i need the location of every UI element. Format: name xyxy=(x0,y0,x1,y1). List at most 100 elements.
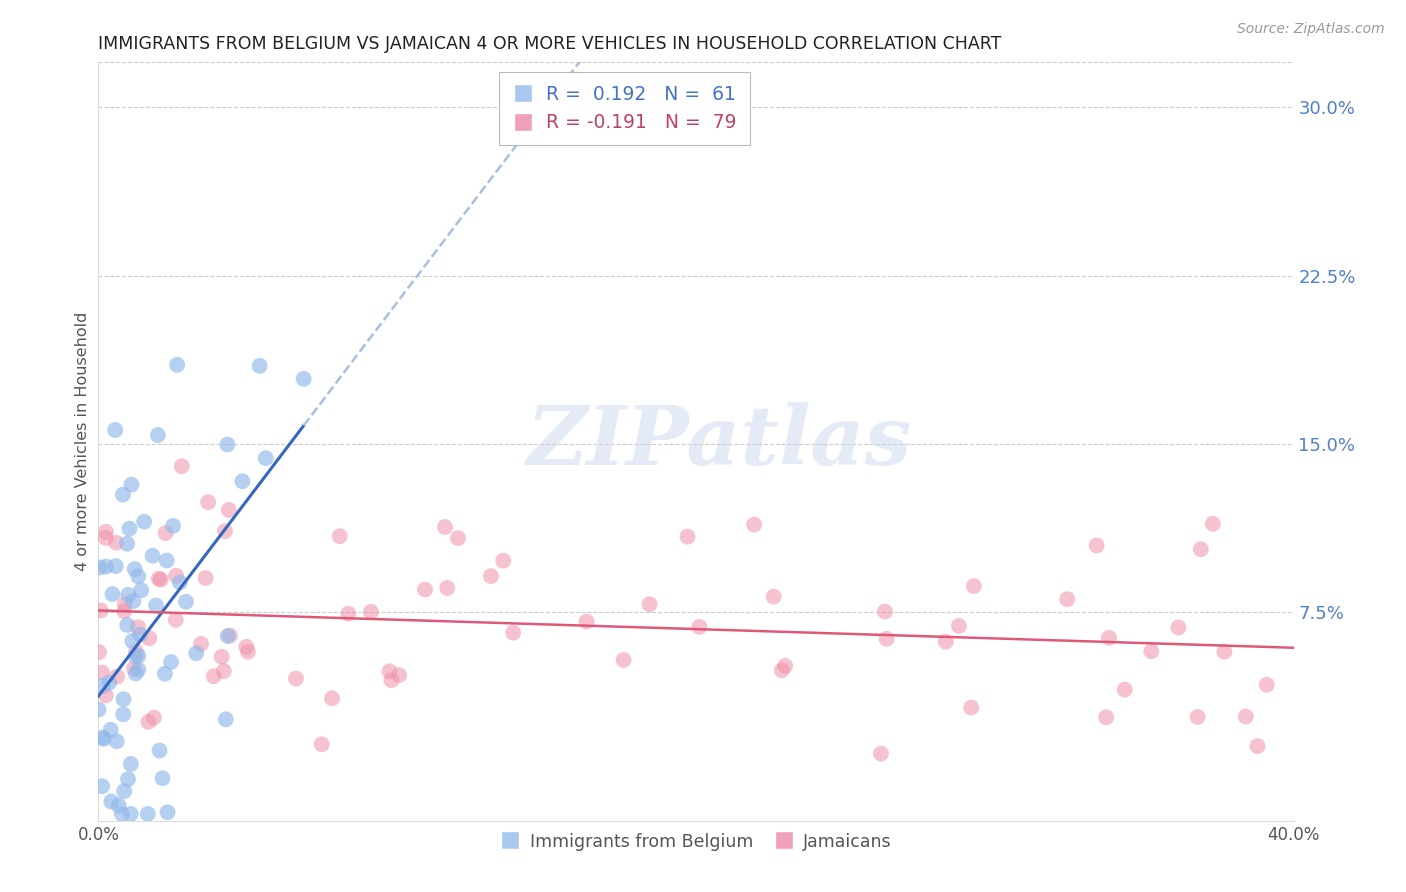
Point xyxy=(380,673,402,688)
Point xyxy=(388,668,411,682)
Point xyxy=(94,689,117,703)
Point xyxy=(873,605,896,619)
Point xyxy=(93,731,115,746)
Point xyxy=(254,451,277,466)
Point xyxy=(575,615,598,629)
Point xyxy=(148,743,170,757)
Point xyxy=(186,646,208,660)
Point xyxy=(120,756,142,771)
Point xyxy=(127,569,149,583)
Point xyxy=(156,805,179,820)
Point xyxy=(935,634,957,648)
Point xyxy=(231,474,253,488)
Point xyxy=(134,515,156,529)
Point xyxy=(146,428,169,442)
Point xyxy=(152,771,174,785)
Point xyxy=(117,588,139,602)
Point xyxy=(112,604,135,618)
Point xyxy=(613,653,636,667)
Point xyxy=(773,658,796,673)
Point xyxy=(114,597,136,611)
Point xyxy=(688,620,710,634)
Point xyxy=(174,595,197,609)
Point xyxy=(127,620,149,634)
Point xyxy=(337,607,360,621)
Point xyxy=(129,627,152,641)
Point xyxy=(1095,710,1118,724)
Point xyxy=(121,477,143,491)
Point xyxy=(960,700,983,714)
Point xyxy=(742,517,765,532)
Point xyxy=(1085,539,1108,553)
Point xyxy=(217,437,239,451)
Point xyxy=(120,806,142,821)
Point xyxy=(91,679,114,693)
Point xyxy=(125,666,148,681)
Point xyxy=(104,423,127,437)
Point xyxy=(249,359,271,373)
Point xyxy=(1202,516,1225,531)
Point xyxy=(329,529,352,543)
Point xyxy=(447,531,470,545)
Point xyxy=(948,619,970,633)
Point xyxy=(190,637,212,651)
Point xyxy=(1098,631,1121,645)
Point xyxy=(1187,710,1209,724)
Point xyxy=(87,645,110,659)
Point xyxy=(479,569,502,583)
Point xyxy=(413,582,436,597)
Point xyxy=(90,603,112,617)
Point xyxy=(94,524,117,539)
Point xyxy=(214,524,236,538)
Point xyxy=(115,537,138,551)
Point xyxy=(87,702,110,716)
Point xyxy=(105,734,128,748)
Point xyxy=(502,625,524,640)
Point xyxy=(136,806,159,821)
Point xyxy=(111,806,134,821)
Point xyxy=(219,629,242,643)
Point xyxy=(117,618,139,632)
Point xyxy=(963,579,986,593)
Legend: Immigrants from Belgium, Jamaicans: Immigrants from Belgium, Jamaicans xyxy=(494,826,898,857)
Point xyxy=(127,663,149,677)
Point xyxy=(104,559,127,574)
Point xyxy=(1140,644,1163,658)
Point xyxy=(1213,645,1236,659)
Point xyxy=(1167,620,1189,634)
Point xyxy=(1189,542,1212,557)
Point xyxy=(156,553,179,567)
Point xyxy=(142,711,165,725)
Point xyxy=(138,714,160,729)
Point xyxy=(125,645,148,659)
Point xyxy=(1246,739,1268,753)
Point xyxy=(876,632,898,646)
Point xyxy=(100,723,122,737)
Point xyxy=(122,661,145,675)
Point xyxy=(212,664,235,678)
Point xyxy=(149,573,172,587)
Point xyxy=(870,747,893,761)
Point xyxy=(112,692,135,706)
Point xyxy=(105,669,128,683)
Point xyxy=(215,712,238,726)
Point xyxy=(165,568,187,582)
Point xyxy=(122,594,145,608)
Point xyxy=(638,597,661,611)
Point xyxy=(160,655,183,669)
Point xyxy=(138,631,160,645)
Point xyxy=(436,581,458,595)
Point xyxy=(91,665,114,680)
Point xyxy=(311,737,333,751)
Point xyxy=(194,571,217,585)
Point xyxy=(129,583,152,598)
Point xyxy=(235,640,257,654)
Point xyxy=(492,554,515,568)
Point xyxy=(1056,592,1078,607)
Point xyxy=(197,495,219,509)
Point xyxy=(91,779,114,793)
Point xyxy=(112,707,135,722)
Point xyxy=(94,531,117,545)
Point xyxy=(321,691,343,706)
Point xyxy=(217,629,239,643)
